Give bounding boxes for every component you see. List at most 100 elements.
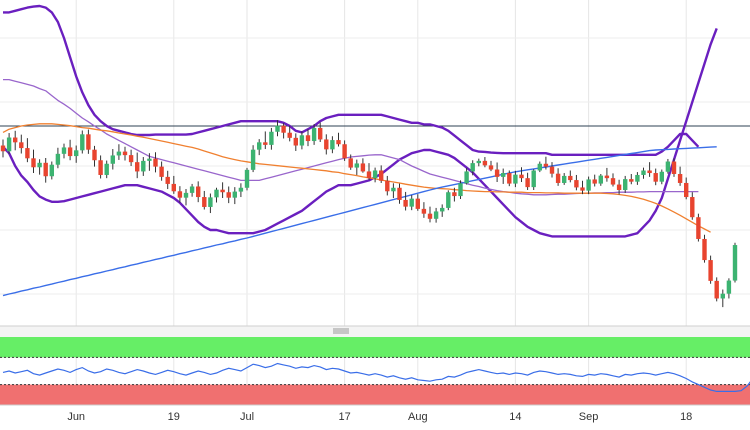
candle: [61, 143, 67, 159]
candle: [293, 133, 298, 151]
candle: [220, 182, 225, 198]
candle: [494, 162, 500, 182]
candle: [208, 193, 213, 214]
candle: [116, 144, 122, 160]
candle-body: [232, 191, 237, 198]
candle-body: [141, 160, 146, 172]
candle: [330, 136, 335, 154]
candle: [604, 167, 610, 182]
candle-body: [360, 163, 366, 172]
indicator-line-4: [2, 146, 717, 297]
candle-body: [616, 184, 622, 190]
candle: [501, 168, 506, 184]
candle: [25, 138, 30, 163]
x-tick-label: Jul: [240, 411, 254, 423]
candle-body: [714, 280, 719, 299]
candle: [128, 149, 134, 166]
candle: [360, 158, 366, 173]
candle-body: [507, 173, 512, 184]
candle: [623, 175, 628, 193]
candle: [110, 149, 115, 170]
candle-body: [452, 192, 457, 197]
indicator-lines: [2, 4, 718, 297]
x-tick-label: Sep: [579, 411, 599, 423]
candle: [574, 174, 579, 191]
candle: [513, 170, 518, 188]
candle: [708, 255, 713, 284]
candle: [141, 157, 146, 176]
candle: [19, 134, 24, 154]
candle: [684, 177, 689, 200]
candle-body: [299, 135, 305, 146]
candle-body: [653, 173, 658, 182]
candle-body: [409, 198, 414, 207]
candle-body: [80, 134, 85, 151]
candle-body: [98, 160, 103, 175]
indicator-line-0: [3, 4, 700, 157]
candle: [415, 194, 420, 211]
candle-body: [305, 135, 311, 142]
candle: [665, 158, 671, 174]
candle-body: [440, 207, 445, 212]
candle: [165, 170, 170, 190]
candle-body: [519, 174, 524, 179]
candle: [507, 170, 512, 187]
indicator-line-3: [2, 123, 711, 233]
candle: [171, 175, 176, 194]
candle-body: [110, 155, 115, 164]
candle-body: [43, 162, 48, 177]
candle-body: [31, 158, 36, 168]
x-tick-label: 14: [509, 411, 521, 423]
candle-body: [116, 151, 122, 156]
candle-body: [598, 175, 603, 184]
x-tick-label: Jun: [67, 411, 85, 423]
candle-body: [562, 175, 567, 183]
candle: [43, 158, 48, 183]
candle: [440, 204, 445, 217]
candle-body: [287, 132, 292, 138]
candle-body: [238, 187, 244, 192]
candle-body: [269, 131, 274, 145]
candle: [629, 174, 634, 185]
candle: [55, 147, 61, 169]
candle: [385, 175, 390, 196]
candle-body: [324, 139, 329, 150]
candle-body: [623, 179, 628, 190]
candle: [470, 160, 475, 176]
x-axis: Jun19Jul17Aug14Sep18Oct: [0, 404, 750, 423]
x-tick-label: 18: [680, 411, 692, 423]
candle: [104, 160, 109, 179]
candle: [379, 165, 384, 183]
candle-body: [531, 170, 536, 188]
candle-body: [488, 165, 494, 170]
candle: [348, 154, 353, 170]
candle-body: [446, 192, 451, 208]
candle: [421, 202, 427, 218]
candle: [641, 167, 646, 179]
candle-body: [104, 163, 109, 175]
candle-body: [263, 142, 268, 145]
candle: [537, 161, 542, 173]
candle-body: [421, 208, 427, 214]
candle: [549, 162, 555, 178]
candle-body: [696, 217, 701, 239]
candle: [519, 167, 524, 182]
candle-body: [202, 197, 207, 207]
candle-body: [659, 171, 664, 182]
candle: [525, 172, 530, 190]
candle: [690, 192, 695, 220]
candle: [647, 162, 652, 177]
candle-body: [702, 238, 707, 261]
candle: [555, 168, 561, 186]
candle-body: [281, 125, 286, 133]
candle: [336, 132, 341, 147]
candle: [427, 206, 433, 223]
indicator-line-1: [2, 27, 718, 238]
candle-body: [726, 280, 732, 294]
candle-body: [86, 134, 91, 150]
candle-body: [336, 140, 341, 145]
panel-divider[interactable]: [0, 325, 750, 337]
candle-body: [629, 179, 634, 182]
candle-body: [226, 192, 231, 198]
candle-body: [49, 164, 54, 177]
